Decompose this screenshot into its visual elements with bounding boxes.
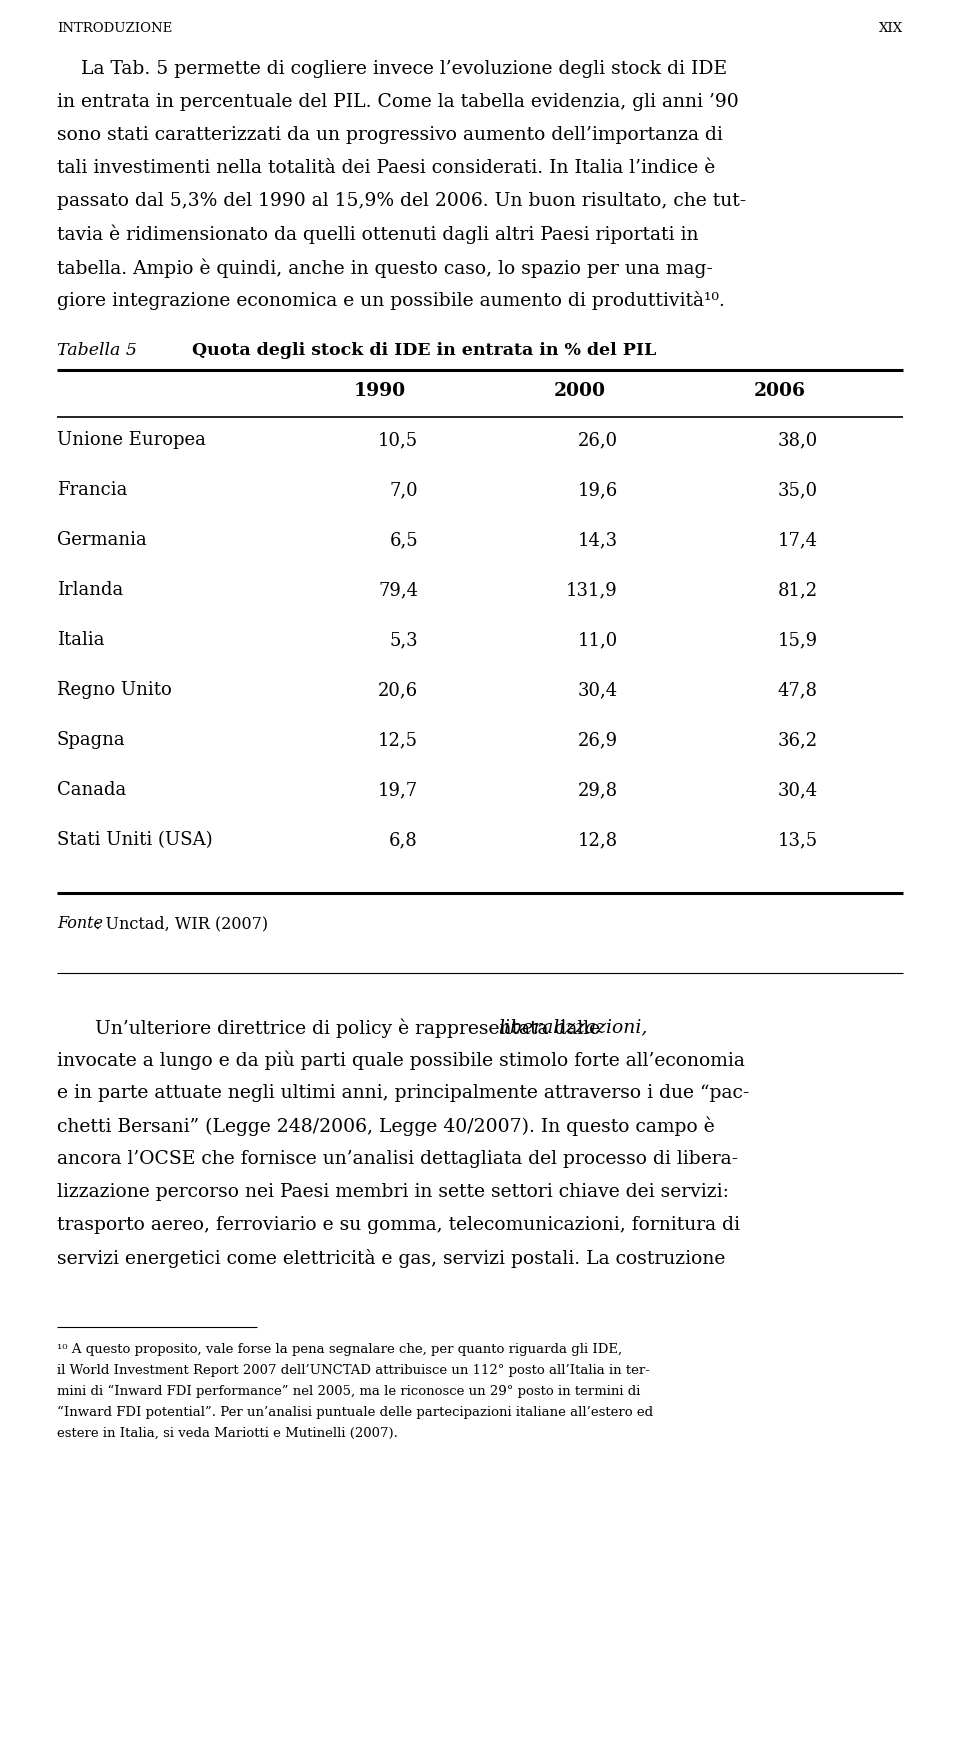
- Text: 131,9: 131,9: [566, 581, 618, 599]
- Text: Canada: Canada: [57, 780, 127, 800]
- Text: 29,8: 29,8: [578, 780, 618, 800]
- Text: Stati Uniti (USA): Stati Uniti (USA): [57, 831, 212, 849]
- Text: Irlanda: Irlanda: [57, 581, 123, 599]
- Text: 26,9: 26,9: [578, 732, 618, 749]
- Text: tali investimenti nella totalità dei Paesi considerati. In Italia l’indice è: tali investimenti nella totalità dei Pae…: [57, 159, 715, 176]
- Text: 47,8: 47,8: [778, 681, 818, 698]
- Text: 7,0: 7,0: [390, 480, 418, 499]
- Text: liberalizzazioni,: liberalizzazioni,: [498, 1018, 648, 1035]
- Text: Italia: Italia: [57, 630, 105, 650]
- Text: 6,8: 6,8: [389, 831, 418, 849]
- Text: Un’ulteriore direttrice di policy è rappresentata dalle: Un’ulteriore direttrice di policy è rapp…: [95, 1018, 606, 1037]
- Text: 35,0: 35,0: [778, 480, 818, 499]
- Text: trasporto aereo, ferroviario e su gomma, telecomunicazioni, fornitura di: trasporto aereo, ferroviario e su gomma,…: [57, 1215, 740, 1234]
- Text: il World Investment Report 2007 dell’UNCTAD attribuisce un 112° posto all’Italia: il World Investment Report 2007 dell’UNC…: [57, 1364, 650, 1378]
- Text: 36,2: 36,2: [778, 732, 818, 749]
- Text: ¹⁰ A questo proposito, vale forse la pena segnalare che, per quanto riguarda gli: ¹⁰ A questo proposito, vale forse la pen…: [57, 1343, 622, 1357]
- Text: e in parte attuate negli ultimi anni, principalmente attraverso i due “pac-: e in parte attuate negli ultimi anni, pr…: [57, 1084, 750, 1102]
- Text: 10,5: 10,5: [378, 431, 418, 449]
- Text: XIX: XIX: [878, 23, 903, 35]
- Text: in entrata in percentuale del PIL. Come la tabella evidenzia, gli anni ’90: in entrata in percentuale del PIL. Come …: [57, 93, 739, 112]
- Text: : Unctad, WIR (2007): : Unctad, WIR (2007): [95, 915, 268, 932]
- Text: 11,0: 11,0: [578, 630, 618, 650]
- Text: sono stati caratterizzati da un progressivo aumento dell’importanza di: sono stati caratterizzati da un progress…: [57, 126, 723, 143]
- Text: 1990: 1990: [354, 382, 406, 400]
- Text: 26,0: 26,0: [578, 431, 618, 449]
- Text: 17,4: 17,4: [778, 531, 818, 548]
- Text: INTRODUZIONE: INTRODUZIONE: [57, 23, 172, 35]
- Text: Francia: Francia: [57, 480, 128, 499]
- Text: 12,8: 12,8: [578, 831, 618, 849]
- Text: mini di “Inward FDI performance” nel 2005, ma le riconosce un 29° posto in termi: mini di “Inward FDI performance” nel 200…: [57, 1385, 640, 1399]
- Text: “Inward FDI potential”. Per un’analisi puntuale delle partecipazioni italiane al: “Inward FDI potential”. Per un’analisi p…: [57, 1406, 653, 1419]
- Text: 2006: 2006: [754, 382, 806, 400]
- Text: Tabella 5: Tabella 5: [57, 342, 137, 360]
- Text: lizzazione percorso nei Paesi membri in sette settori chiave dei servizi:: lizzazione percorso nei Paesi membri in …: [57, 1184, 729, 1201]
- Text: 20,6: 20,6: [378, 681, 418, 698]
- Text: invocate a lungo e da più parti quale possibile stimolo forte all’economia: invocate a lungo e da più parti quale po…: [57, 1051, 745, 1070]
- Text: ancora l’OCSE che fornisce un’analisi dettagliata del processo di libera-: ancora l’OCSE che fornisce un’analisi de…: [57, 1151, 738, 1168]
- Text: 81,2: 81,2: [778, 581, 818, 599]
- Text: 2000: 2000: [554, 382, 606, 400]
- Text: passato dal 5,3% del 1990 al 15,9% del 2006. Un buon risultato, che tut-: passato dal 5,3% del 1990 al 15,9% del 2…: [57, 192, 746, 210]
- Text: 12,5: 12,5: [378, 732, 418, 749]
- Text: Regno Unito: Regno Unito: [57, 681, 172, 698]
- Text: estere in Italia, si veda Mariotti e Mutinelli (2007).: estere in Italia, si veda Mariotti e Mut…: [57, 1426, 397, 1440]
- Text: tavia è ridimensionato da quelli ottenuti dagli altri Paesi riportati in: tavia è ridimensionato da quelli ottenut…: [57, 225, 699, 244]
- Text: Spagna: Spagna: [57, 732, 126, 749]
- Text: 15,9: 15,9: [778, 630, 818, 650]
- Text: 30,4: 30,4: [778, 780, 818, 800]
- Text: Unione Europea: Unione Europea: [57, 431, 205, 449]
- Text: 19,6: 19,6: [578, 480, 618, 499]
- Text: chetti Bersani” (Legge 248/2006, Legge 40/2007). In questo campo è: chetti Bersani” (Legge 248/2006, Legge 4…: [57, 1117, 715, 1137]
- Text: 30,4: 30,4: [578, 681, 618, 698]
- Text: 38,0: 38,0: [778, 431, 818, 449]
- Text: 79,4: 79,4: [378, 581, 418, 599]
- Text: Germania: Germania: [57, 531, 147, 548]
- Text: servizi energetici come elettricità e gas, servizi postali. La costruzione: servizi energetici come elettricità e ga…: [57, 1248, 726, 1268]
- Text: Fonte: Fonte: [57, 915, 103, 932]
- Text: 19,7: 19,7: [378, 780, 418, 800]
- Text: giore integrazione economica e un possibile aumento di produttività¹⁰.: giore integrazione economica e un possib…: [57, 292, 725, 311]
- Text: 5,3: 5,3: [390, 630, 418, 650]
- Text: Quota degli stock di IDE in entrata in % del PIL: Quota degli stock di IDE in entrata in %…: [192, 342, 657, 360]
- Text: 13,5: 13,5: [778, 831, 818, 849]
- Text: 14,3: 14,3: [578, 531, 618, 548]
- Text: La Tab. 5 permette di cogliere invece l’evoluzione degli stock di IDE: La Tab. 5 permette di cogliere invece l’…: [57, 59, 727, 79]
- Text: tabella. Ampio è quindi, anche in questo caso, lo spazio per una mag-: tabella. Ampio è quindi, anche in questo…: [57, 258, 713, 278]
- Text: 6,5: 6,5: [390, 531, 418, 548]
